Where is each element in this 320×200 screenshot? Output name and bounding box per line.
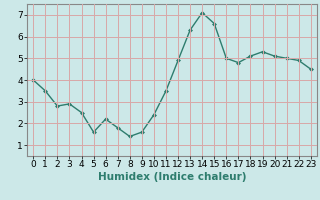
- X-axis label: Humidex (Indice chaleur): Humidex (Indice chaleur): [98, 172, 246, 182]
